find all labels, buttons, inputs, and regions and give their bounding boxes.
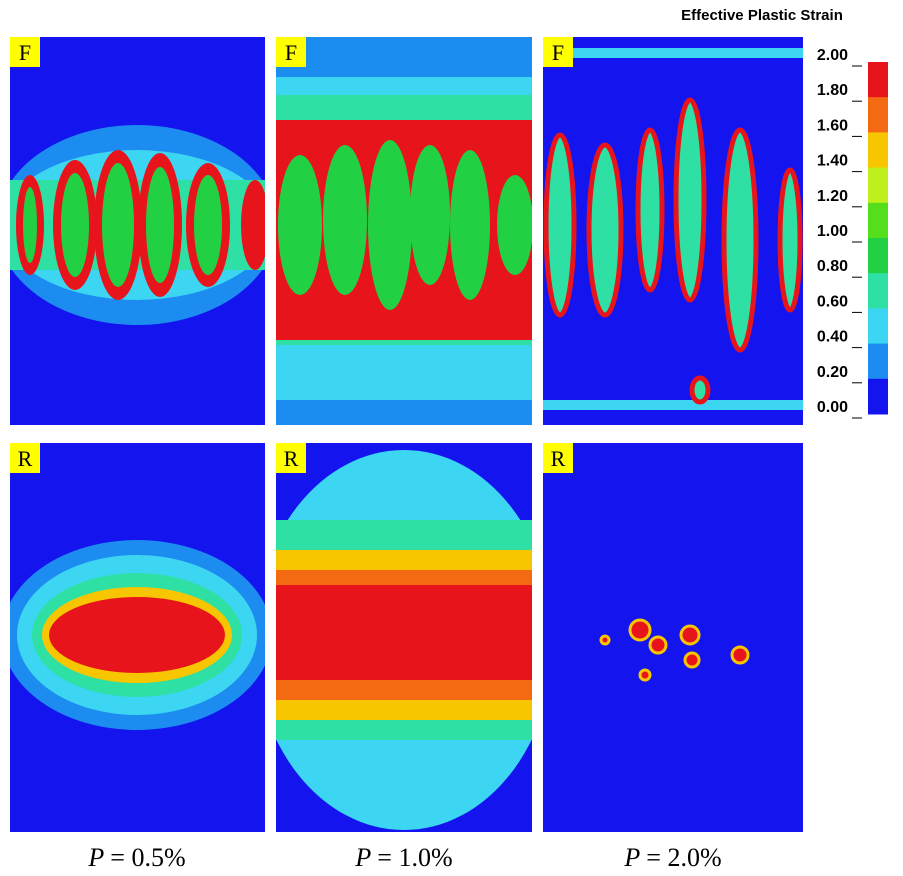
caption: P = 2.0% [623, 843, 721, 872]
colorbar-band [868, 378, 888, 415]
label-box [543, 443, 573, 473]
colorbar-band [868, 238, 888, 274]
caption: P = 0.5% [87, 843, 185, 872]
colorbar-title: Effective Plastic Strain [681, 7, 843, 24]
contour-panel [10, 443, 265, 832]
contour-panel [543, 443, 803, 832]
colorbar-band [868, 343, 888, 380]
caption: P = 1.0% [354, 843, 452, 872]
label-box [276, 37, 306, 67]
colorbar-tick-label: 1.40 [817, 153, 848, 170]
caption-variable: P [87, 843, 104, 872]
colorbar-band [868, 97, 888, 133]
label-box [10, 37, 40, 67]
colorbar-tick-label: 0.00 [817, 399, 848, 416]
colorbar-band [868, 132, 888, 169]
colorbar-band [868, 202, 888, 239]
caption-text: = 1.0% [377, 843, 452, 872]
colorbar-tick-label: 1.20 [817, 188, 848, 205]
colorbar-tick-label: 0.60 [817, 293, 848, 310]
colorbar-tick-label: 0.20 [817, 364, 848, 381]
caption-text: = 2.0% [646, 843, 721, 872]
panel-label: R [18, 446, 33, 471]
panel-label: F [19, 40, 31, 65]
contour-panel [10, 37, 265, 425]
label-box [276, 443, 306, 473]
colorbar-band [868, 62, 888, 98]
label-box [543, 37, 573, 67]
panel-label: R [284, 446, 299, 471]
colorbar-tick-label: 1.80 [817, 82, 848, 99]
panel-label: R [551, 446, 566, 471]
colorbar-tick-label: 0.40 [817, 329, 848, 346]
contour-panel [276, 443, 532, 832]
colorbar-tick-label: 0.80 [817, 258, 848, 275]
panel-label: F [552, 40, 564, 65]
colorbar-tick-label: 1.60 [817, 117, 848, 134]
caption-variable: P [354, 843, 371, 872]
panel-label: F [285, 40, 297, 65]
colorbar-tick-label: 2.00 [817, 47, 848, 64]
colorbar-tick-label: 1.00 [817, 223, 848, 240]
contour-panel [276, 37, 532, 425]
contour-panel [543, 37, 803, 425]
colorbar-band [868, 273, 888, 309]
label-box [10, 443, 40, 473]
caption-text: = 0.5% [110, 843, 185, 872]
colorbar-band [868, 167, 888, 204]
colorbar-band [868, 308, 888, 345]
caption-variable: P [623, 843, 640, 872]
